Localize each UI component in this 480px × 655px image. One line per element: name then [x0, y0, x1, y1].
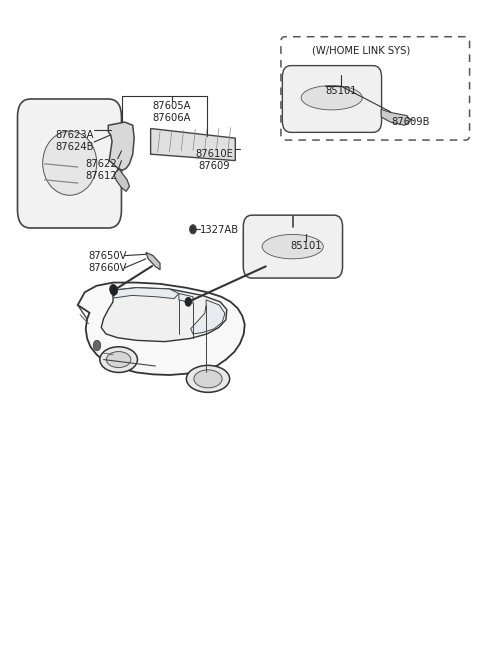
Ellipse shape — [186, 365, 229, 392]
Circle shape — [110, 284, 116, 293]
PathPatch shape — [191, 300, 225, 334]
Text: 87622: 87622 — [85, 159, 117, 169]
Text: 87650V: 87650V — [88, 251, 127, 261]
Text: 87610E: 87610E — [195, 149, 233, 159]
PathPatch shape — [381, 109, 410, 125]
Ellipse shape — [43, 131, 97, 195]
Text: 87609: 87609 — [198, 161, 230, 172]
Text: 87624B: 87624B — [55, 142, 94, 152]
Ellipse shape — [100, 346, 137, 373]
PathPatch shape — [101, 288, 227, 342]
Text: 87612: 87612 — [85, 171, 117, 181]
Ellipse shape — [194, 370, 222, 388]
FancyBboxPatch shape — [17, 99, 121, 228]
Text: 85101: 85101 — [325, 86, 357, 96]
PathPatch shape — [114, 168, 130, 191]
Text: 87623A: 87623A — [55, 130, 94, 140]
Text: 85101: 85101 — [290, 241, 322, 251]
Text: (W/HOME LINK SYS): (W/HOME LINK SYS) — [312, 45, 410, 55]
FancyBboxPatch shape — [243, 215, 343, 278]
Ellipse shape — [107, 352, 131, 367]
Circle shape — [190, 225, 196, 234]
PathPatch shape — [113, 288, 179, 299]
Circle shape — [110, 285, 118, 295]
PathPatch shape — [78, 282, 245, 375]
Text: 87660V: 87660V — [88, 263, 127, 272]
Ellipse shape — [262, 234, 323, 259]
PathPatch shape — [108, 122, 134, 170]
Text: 87605A: 87605A — [153, 101, 191, 111]
Circle shape — [93, 341, 101, 350]
Ellipse shape — [301, 86, 362, 110]
Text: 1327AB: 1327AB — [200, 225, 239, 235]
FancyBboxPatch shape — [282, 66, 382, 132]
PathPatch shape — [146, 252, 160, 270]
PathPatch shape — [179, 293, 193, 303]
Text: 87606A: 87606A — [153, 113, 191, 123]
PathPatch shape — [151, 128, 235, 160]
Text: 87609B: 87609B — [391, 117, 430, 127]
Circle shape — [185, 297, 192, 307]
